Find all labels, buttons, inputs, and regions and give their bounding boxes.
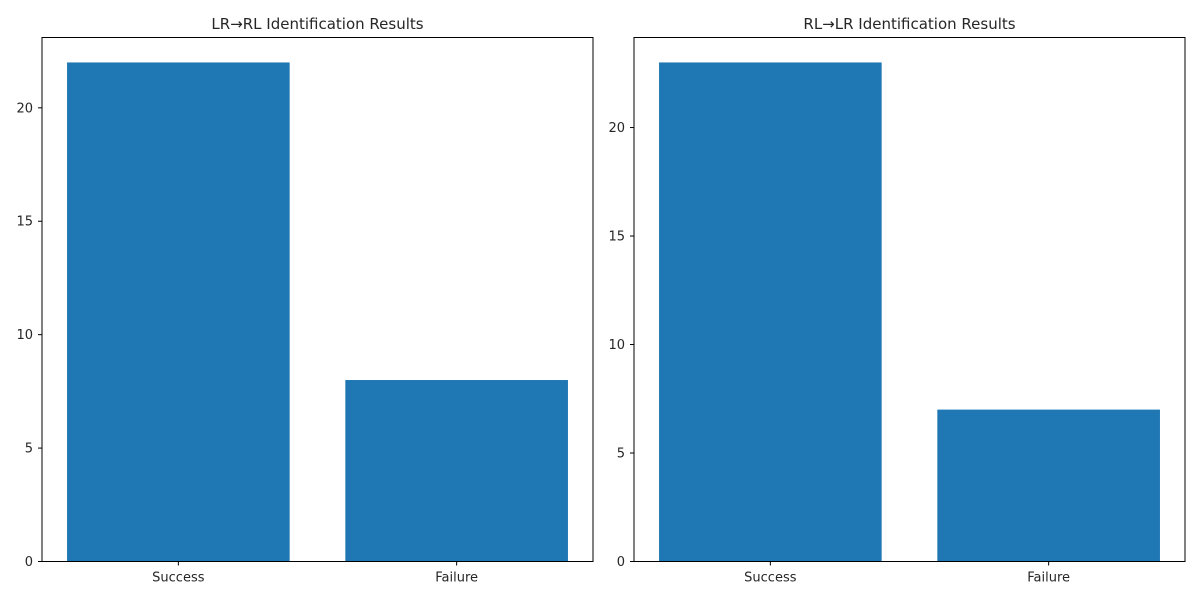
- axes-frame: [633, 37, 1186, 562]
- bar-failure: [345, 380, 568, 562]
- y-tick-label: 5: [25, 442, 33, 457]
- y-tick-label: 20: [608, 121, 625, 136]
- y-tick-label: 10: [608, 338, 625, 353]
- x-axis-ticks-left: Success Failure: [152, 561, 478, 586]
- y-tick-label: 20: [16, 101, 33, 116]
- bar-failure: [937, 409, 1160, 562]
- y-tick-label: 0: [25, 555, 33, 570]
- bar-success: [67, 62, 290, 562]
- chart-title: RL→LR Identification Results: [803, 15, 1015, 33]
- chart-left: LR→RL Identification Results 0 5 10 15 20 Su…: [16, 15, 594, 586]
- x-tick-label: Success: [744, 571, 797, 586]
- y-tick-label: 10: [16, 328, 33, 343]
- chart-title: LR→RL Identification Results: [211, 15, 423, 33]
- chart-right: RL→LR Identification Results 0 5 10 15 20 Su…: [608, 15, 1186, 586]
- x-tick-label: Failure: [1027, 571, 1070, 586]
- bars-right: [659, 62, 1160, 562]
- bars-left: [67, 62, 568, 562]
- x-axis-ticks-right: Success Failure: [744, 561, 1070, 586]
- y-tick-label: 15: [16, 215, 33, 230]
- y-tick-label: 5: [617, 447, 625, 462]
- y-axis-ticks-left: 0 5 10 15 20: [16, 101, 42, 570]
- x-tick-label: Success: [152, 571, 205, 586]
- x-tick-label: Failure: [435, 571, 478, 586]
- y-tick-label: 0: [617, 555, 625, 570]
- y-tick-label: 15: [608, 230, 625, 245]
- bar-success: [659, 62, 882, 562]
- y-axis-ticks-right: 0 5 10 15 20: [608, 121, 634, 570]
- axes-frame: [41, 37, 594, 562]
